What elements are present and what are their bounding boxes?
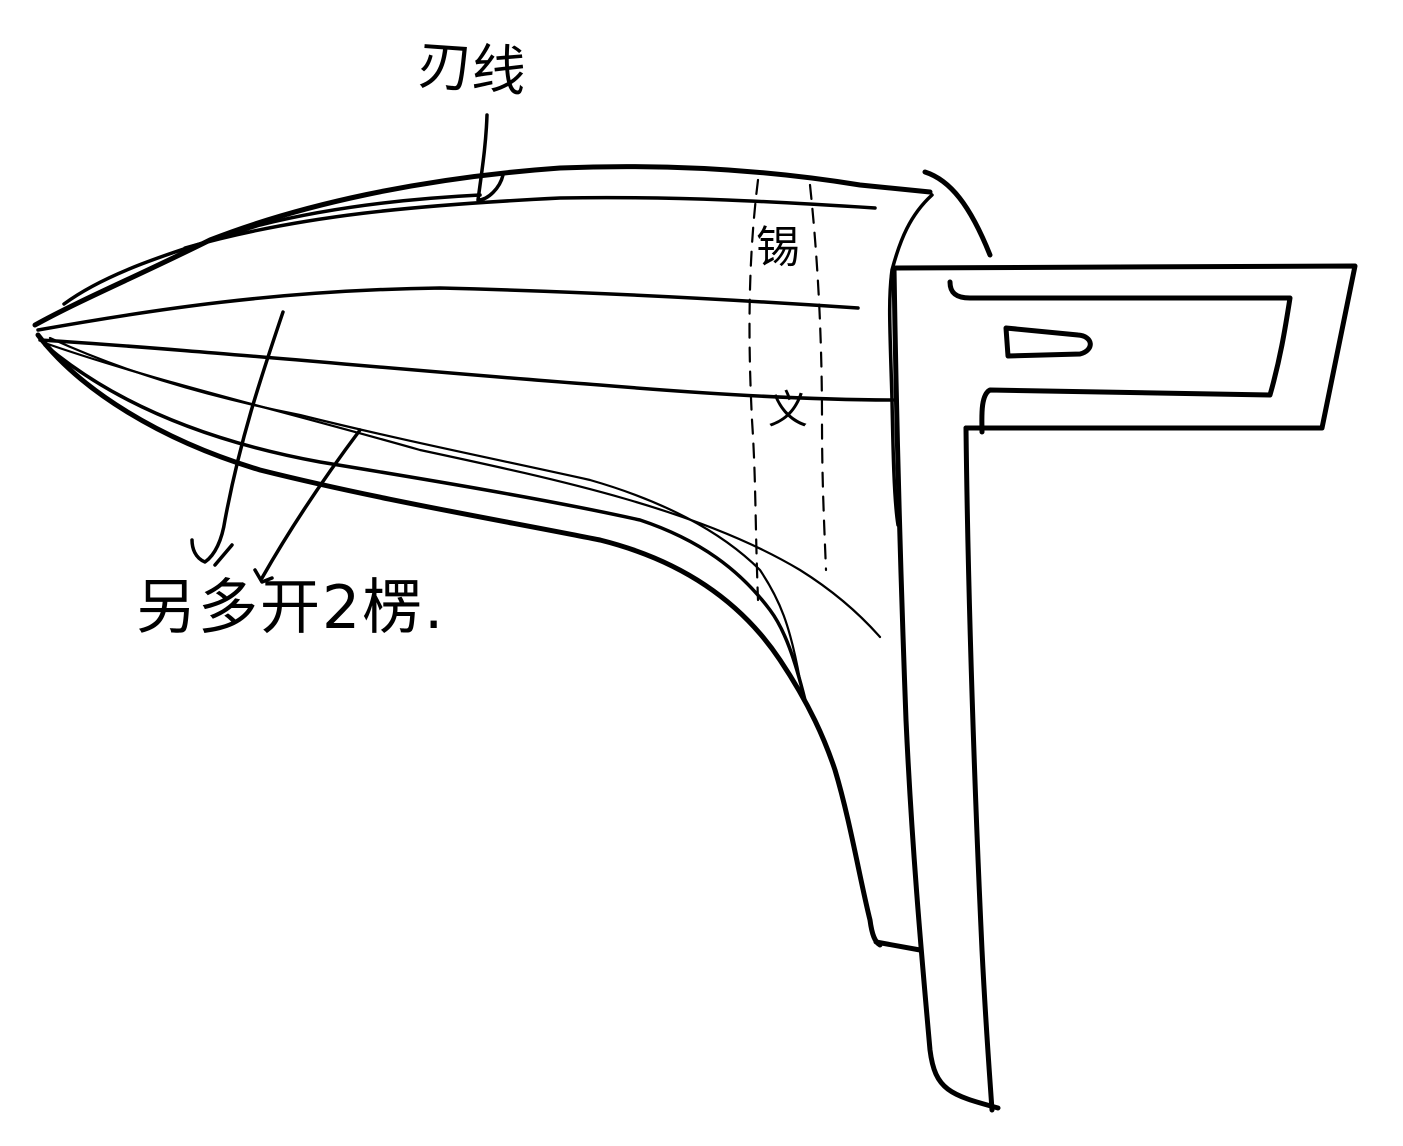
blade-belly-outline — [35, 332, 883, 948]
fuller-annotation-bottom: 义 — [768, 387, 808, 433]
ridge-pointer-arrow-1-head — [213, 543, 234, 567]
blade-line-annotation: 刃线 — [415, 33, 529, 104]
blade-edge-line — [183, 195, 877, 250]
ridge-line-middle — [38, 338, 895, 402]
guard-curve — [922, 169, 993, 258]
ridge-pointer-arrow-2 — [260, 428, 362, 580]
ridge-line-lower — [40, 340, 882, 639]
ridges-annotation: 另多开2楞. — [136, 573, 446, 643]
blade-edge-pointer-arrow — [476, 113, 505, 202]
handle-bar-outline — [893, 263, 1358, 431]
blade-belly-inner-line — [43, 343, 807, 702]
fuller-annotation-top: 锡 — [756, 222, 800, 273]
handle-bar-inner-channel — [947, 279, 1293, 435]
handle-slot — [1003, 325, 1093, 359]
ridge-pointer-arrow-2-head — [253, 568, 274, 584]
tang-bottom-stub — [873, 939, 923, 953]
guard-inner-curve — [887, 193, 934, 527]
tang-right-edge — [963, 425, 995, 1113]
ridge-pointer-arrow-1 — [190, 310, 285, 564]
tang-left-edge — [891, 265, 1001, 1111]
blade-spine-inner-start — [62, 193, 482, 306]
fuller-dashed-left — [748, 178, 760, 602]
blade-belly-inner-line-2 — [48, 336, 802, 682]
blade-spine-outline — [32, 164, 933, 328]
ridge-line-upper — [36, 286, 860, 332]
fuller-dashed-right — [808, 183, 828, 572]
